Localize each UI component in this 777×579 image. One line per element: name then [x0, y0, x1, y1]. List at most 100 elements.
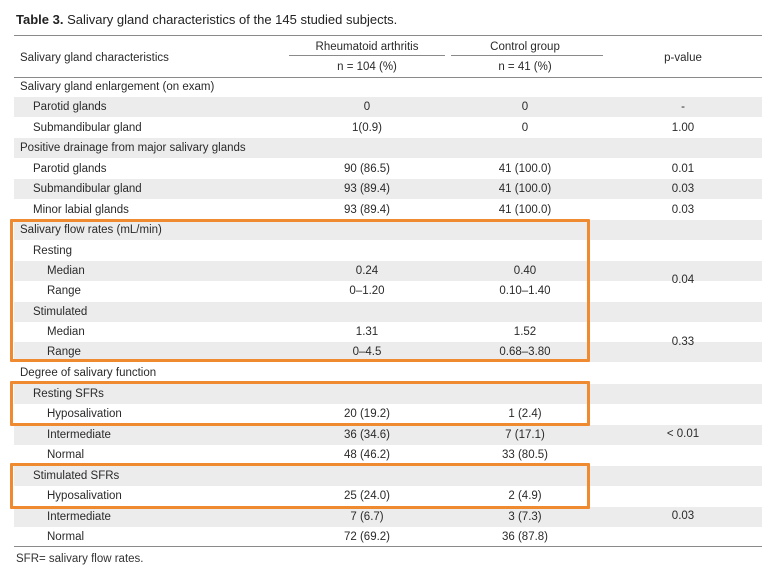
- pvalue-cell: 0.03: [671, 204, 695, 216]
- table-number: Table 3.: [16, 12, 64, 27]
- ra-value: 0–4.5: [352, 346, 382, 358]
- table-row: Normal 48 (46.2) 33 (80.5): [14, 445, 762, 465]
- pvalue-cell: 0.03: [671, 183, 695, 195]
- row-label: Hyposalivation: [47, 408, 122, 420]
- row-label: Parotid glands: [33, 163, 107, 175]
- control-value: 3 (7.3): [508, 511, 542, 523]
- ra-value: 90 (86.5): [343, 163, 391, 175]
- row-label: Hyposalivation: [47, 490, 122, 502]
- table-row: Stimulated: [14, 302, 762, 322]
- table-row: Intermediate 7 (6.7) 3 (7.3): [14, 507, 762, 527]
- row-label: Resting SFRs: [33, 388, 104, 400]
- ra-value: 20 (19.2): [343, 408, 391, 420]
- row-label: Stimulated: [33, 306, 88, 318]
- ra-value: 36 (34.6): [343, 429, 391, 441]
- table-title: Salivary gland characteristics of the 14…: [63, 12, 398, 27]
- header-ra-underline: [289, 55, 445, 56]
- table-row: Salivary gland enlargement (on exam): [14, 77, 762, 97]
- table-row: Hyposalivation 20 (19.2) 1 (2.4): [14, 404, 762, 424]
- highlight-flow-rates: [10, 219, 590, 362]
- table-row: Stimulated SFRs: [14, 466, 762, 486]
- ra-value: 48 (46.2): [343, 449, 391, 461]
- pvalue-resting: 0.04: [671, 274, 695, 286]
- table-row: Hyposalivation 25 (24.0) 2 (4.9): [14, 486, 762, 506]
- footnote: SFR= salivary flow rates.: [16, 553, 144, 565]
- row-label: Salivary flow rates (mL/min): [20, 224, 162, 236]
- header-cg-underline: [451, 55, 603, 56]
- table-row: Median 1.31 1.52: [14, 322, 762, 342]
- row-label: Minor labial glands: [33, 204, 129, 216]
- control-value: 7 (17.1): [505, 429, 545, 441]
- pvalue-resting-sfr: < 0.01: [666, 428, 700, 440]
- row-label: Median: [47, 326, 85, 338]
- header-cg-group: Control group: [490, 41, 560, 53]
- table-row: Normal 72 (69.2) 36 (87.8): [14, 527, 762, 547]
- table-bottom-rule: [14, 546, 762, 547]
- header-cg-n: n = 41 (%): [498, 61, 552, 73]
- table-caption: Table 3. Salivary gland characteristics …: [16, 12, 397, 27]
- control-value: 41 (100.0): [498, 183, 552, 195]
- row-label: Submandibular gland: [33, 183, 142, 195]
- pvalue-stimulated-sfr: 0.03: [671, 510, 695, 522]
- header-ra-group: Rheumatoid arthritis: [315, 41, 419, 53]
- pvalue-cell: 1.00: [671, 122, 695, 134]
- control-value: 1.52: [513, 326, 537, 338]
- pvalue-cell: -: [681, 101, 685, 113]
- table-row: Submandibular gland 1(0.9) 0 1.00: [14, 118, 762, 138]
- row-label: Parotid glands: [33, 101, 107, 113]
- row-label: Salivary gland enlargement (on exam): [20, 81, 215, 93]
- highlight-stimulated-sfrs: [10, 463, 590, 509]
- table-row: Intermediate 36 (34.6) 7 (17.1): [14, 425, 762, 445]
- control-value: 41 (100.0): [498, 204, 552, 216]
- control-value: 2 (4.9): [508, 490, 542, 502]
- header-ra-n: n = 104 (%): [337, 61, 397, 73]
- table-row: Range 0–4.5 0.68–3.80: [14, 342, 762, 362]
- control-value: 0: [521, 101, 529, 113]
- row-label: Stimulated SFRs: [33, 470, 120, 482]
- control-value: 0.40: [513, 265, 537, 277]
- control-value: 1 (2.4): [508, 408, 542, 420]
- ra-value: 0.24: [355, 265, 379, 277]
- pvalue-stimulated: 0.33: [671, 336, 695, 348]
- control-value: 0: [521, 122, 529, 134]
- control-value: 0.10–1.40: [499, 285, 551, 297]
- row-label: Resting: [33, 245, 72, 257]
- table-top-rule: [14, 35, 762, 36]
- ra-value: 0: [363, 101, 371, 113]
- row-label: Degree of salivary function: [20, 367, 157, 379]
- table-row: Minor labial glands 93 (89.4) 41 (100.0) 0.…: [14, 200, 762, 220]
- pvalue-cell: 0.01: [671, 163, 695, 175]
- header-bottom-rule: [14, 77, 762, 78]
- row-label: Submandibular gland: [33, 122, 142, 134]
- table-row: Positive drainage from major salivary gl…: [14, 138, 762, 158]
- header-characteristics: Salivary gland characteristics: [20, 52, 169, 64]
- control-value: 36 (87.8): [501, 531, 549, 543]
- table-row: Parotid glands 0 0 -: [14, 97, 762, 117]
- ra-value: 93 (89.4): [343, 183, 391, 195]
- table-row: Degree of salivary function: [14, 363, 762, 383]
- ra-value: 72 (69.2): [343, 531, 391, 543]
- ra-value: 93 (89.4): [343, 204, 391, 216]
- table-row: Salivary flow rates (mL/min): [14, 220, 762, 240]
- table-row: Resting SFRs: [14, 384, 762, 404]
- row-label: Range: [47, 285, 81, 297]
- row-label: Normal: [47, 531, 85, 543]
- control-value: 33 (80.5): [501, 449, 549, 461]
- control-value: 0.68–3.80: [499, 346, 551, 358]
- highlight-resting-sfrs: [10, 381, 590, 426]
- ra-value: 0–1.20: [349, 285, 385, 297]
- header-pvalue: p-value: [664, 52, 702, 64]
- row-label: Median: [47, 265, 85, 277]
- row-label: Intermediate: [47, 429, 111, 441]
- ra-value: 7 (6.7): [350, 511, 384, 523]
- row-label: Normal: [47, 449, 85, 461]
- row-label: Positive drainage from major salivary gl…: [20, 142, 246, 154]
- table-row: Submandibular gland 93 (89.4) 41 (100.0) 0.…: [14, 179, 762, 199]
- row-label: Range: [47, 346, 81, 358]
- control-value: 41 (100.0): [498, 163, 552, 175]
- table-row: Median 0.24 0.40: [14, 261, 762, 281]
- ra-value: 1(0.9): [351, 122, 383, 134]
- ra-value: 1.31: [355, 326, 379, 338]
- table-row: Range 0–1.20 0.10–1.40: [14, 281, 762, 301]
- row-label: Intermediate: [47, 511, 111, 523]
